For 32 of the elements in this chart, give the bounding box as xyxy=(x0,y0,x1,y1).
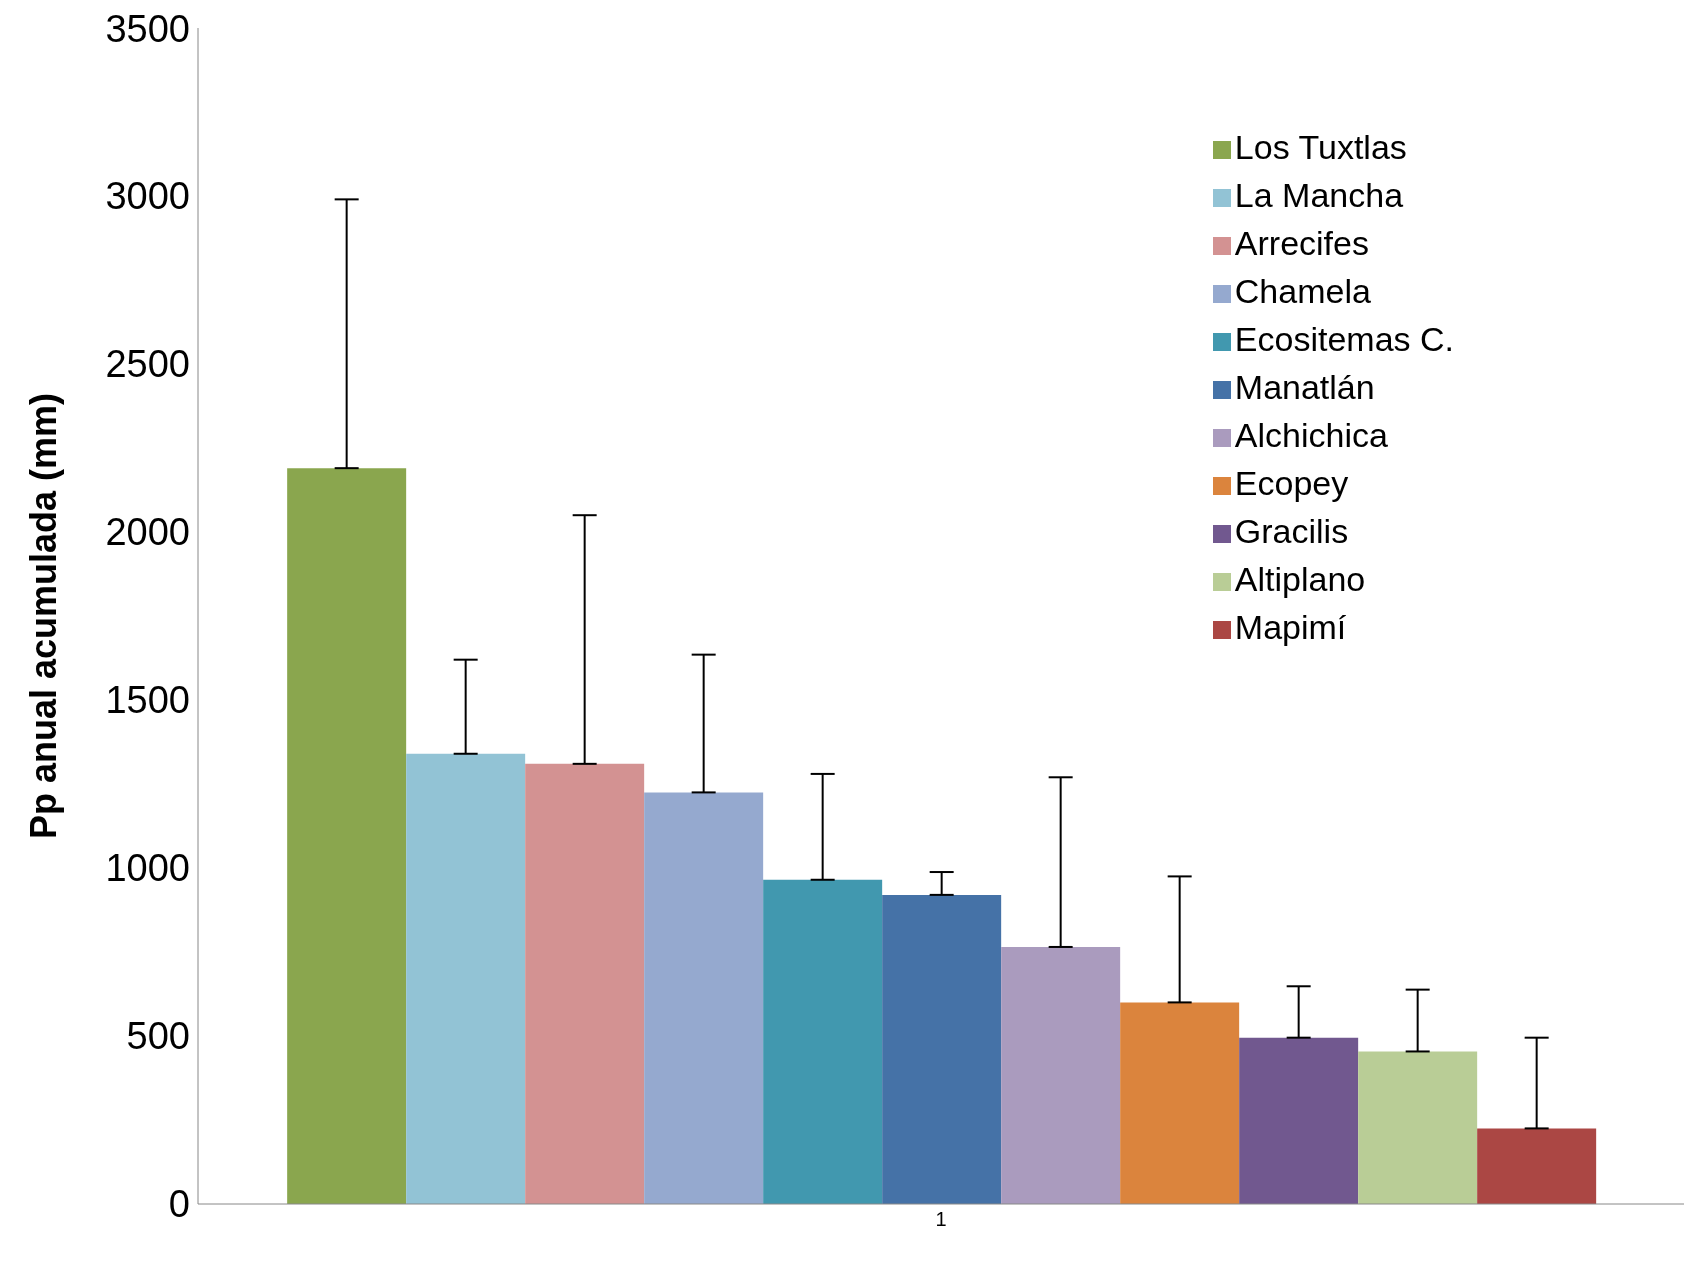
bar xyxy=(406,753,526,1204)
y-tick-label: 0 xyxy=(168,1183,190,1226)
legend-label: Manatlán xyxy=(1234,368,1375,406)
legend-label: La Mancha xyxy=(1234,176,1404,214)
legend-label: Chamela xyxy=(1234,272,1371,310)
bar xyxy=(1001,946,1121,1204)
bar xyxy=(763,879,883,1204)
legend-label: Ecopey xyxy=(1234,464,1349,502)
x-tick-label: 1 xyxy=(935,1208,947,1231)
bar xyxy=(525,763,645,1204)
y-tick-label: 3500 xyxy=(105,7,190,50)
legend-label: Ecositemas C. xyxy=(1234,320,1454,358)
bar xyxy=(1477,1128,1597,1204)
y-tick-label: 500 xyxy=(126,1015,190,1058)
y-tick-label: 2500 xyxy=(105,343,190,386)
legend-label: Mapimí xyxy=(1234,608,1347,646)
bar xyxy=(882,894,1002,1204)
y-tick-label: 1000 xyxy=(105,847,190,890)
bar xyxy=(1239,1037,1359,1204)
y-axis-title: Pp anual acumulada (mm) xyxy=(22,392,64,840)
bar xyxy=(1358,1051,1478,1204)
bar xyxy=(644,792,764,1204)
y-tick-label: 2000 xyxy=(105,511,190,554)
legend-label: Altiplano xyxy=(1234,560,1366,598)
legend-label: Gracilis xyxy=(1234,512,1349,550)
legend-label: Alchichica xyxy=(1234,416,1388,454)
legend-label: Los Tuxtlas xyxy=(1234,128,1407,166)
legend-label: Arrecifes xyxy=(1234,224,1369,262)
bar xyxy=(287,468,407,1204)
y-tick-label: 3000 xyxy=(105,175,190,218)
bar xyxy=(1120,1002,1240,1204)
y-tick-label: 1500 xyxy=(105,679,190,722)
